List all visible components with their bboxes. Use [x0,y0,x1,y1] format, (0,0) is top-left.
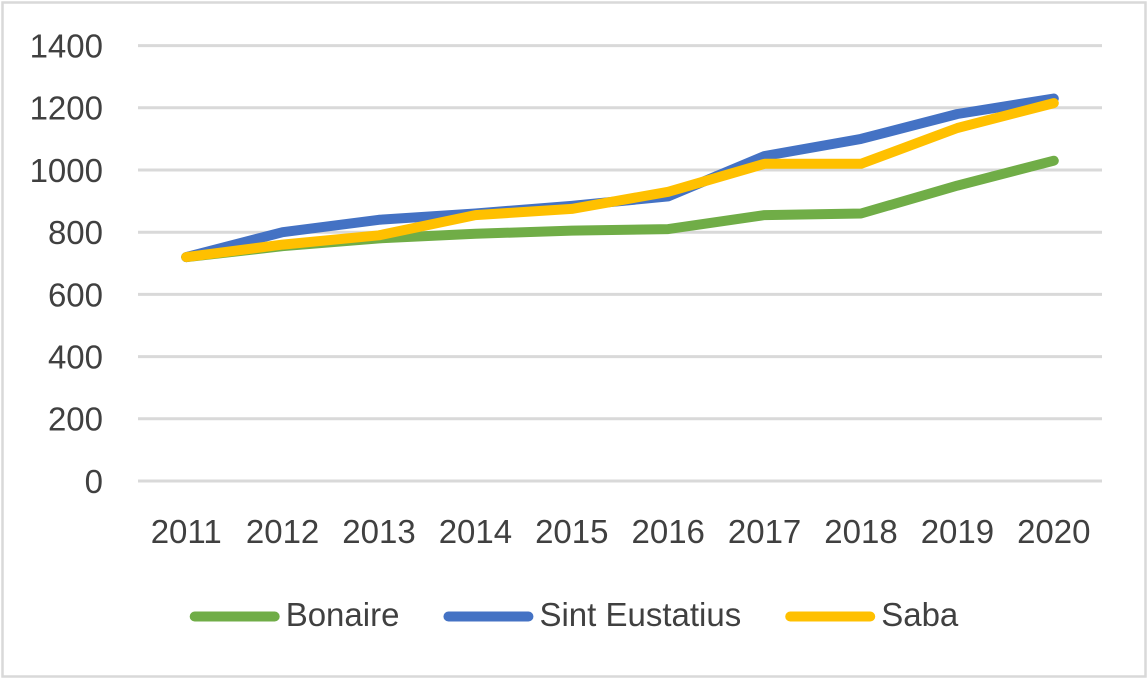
x-tick-label: 2016 [631,513,704,550]
y-tick-label: 800 [48,214,103,251]
x-tick-label: 2014 [439,513,512,550]
y-tick-label: 0 [85,463,103,500]
series-lines-group [181,93,1059,263]
y-tick-label: 1000 [30,152,103,189]
legend-group: Bonaire Sint Eustatius Saba [189,596,959,633]
series-line-saba [181,98,1059,263]
legend-swatch [189,611,280,622]
y-axis-labels-group: 0 200 400 600 800 1000 1200 1400 [30,27,103,499]
x-tick-label: 2019 [921,513,994,550]
y-tick-label: 1200 [30,90,103,127]
legend-item-saba[interactable]: Saba [785,596,959,633]
x-tick-label: 2012 [246,513,319,550]
y-tick-label: 200 [48,401,103,438]
x-tick-label: 2015 [535,513,608,550]
legend-swatch [785,611,876,622]
x-tick-label: 2020 [1017,513,1090,550]
legend-item-bonaire[interactable]: Bonaire [189,596,400,633]
x-tick-label: 2013 [342,513,415,550]
x-tick-label: 2018 [824,513,897,550]
legend-label: Bonaire [286,596,400,633]
y-tick-label: 1400 [30,27,103,64]
legend-label: Sint Eustatius [539,596,741,633]
legend-item-sint-eustatius[interactable]: Sint Eustatius [443,596,741,633]
x-tick-label: 2011 [151,513,222,550]
legend-label: Saba [881,596,959,633]
x-tick-label: 2017 [728,513,801,550]
y-tick-label: 600 [48,276,103,313]
legend-swatch [443,611,534,622]
y-tick-label: 400 [48,338,103,375]
x-axis-labels-group: 2011 2012 2013 2014 2015 2016 2017 2018 2019 2020 [151,513,1091,550]
